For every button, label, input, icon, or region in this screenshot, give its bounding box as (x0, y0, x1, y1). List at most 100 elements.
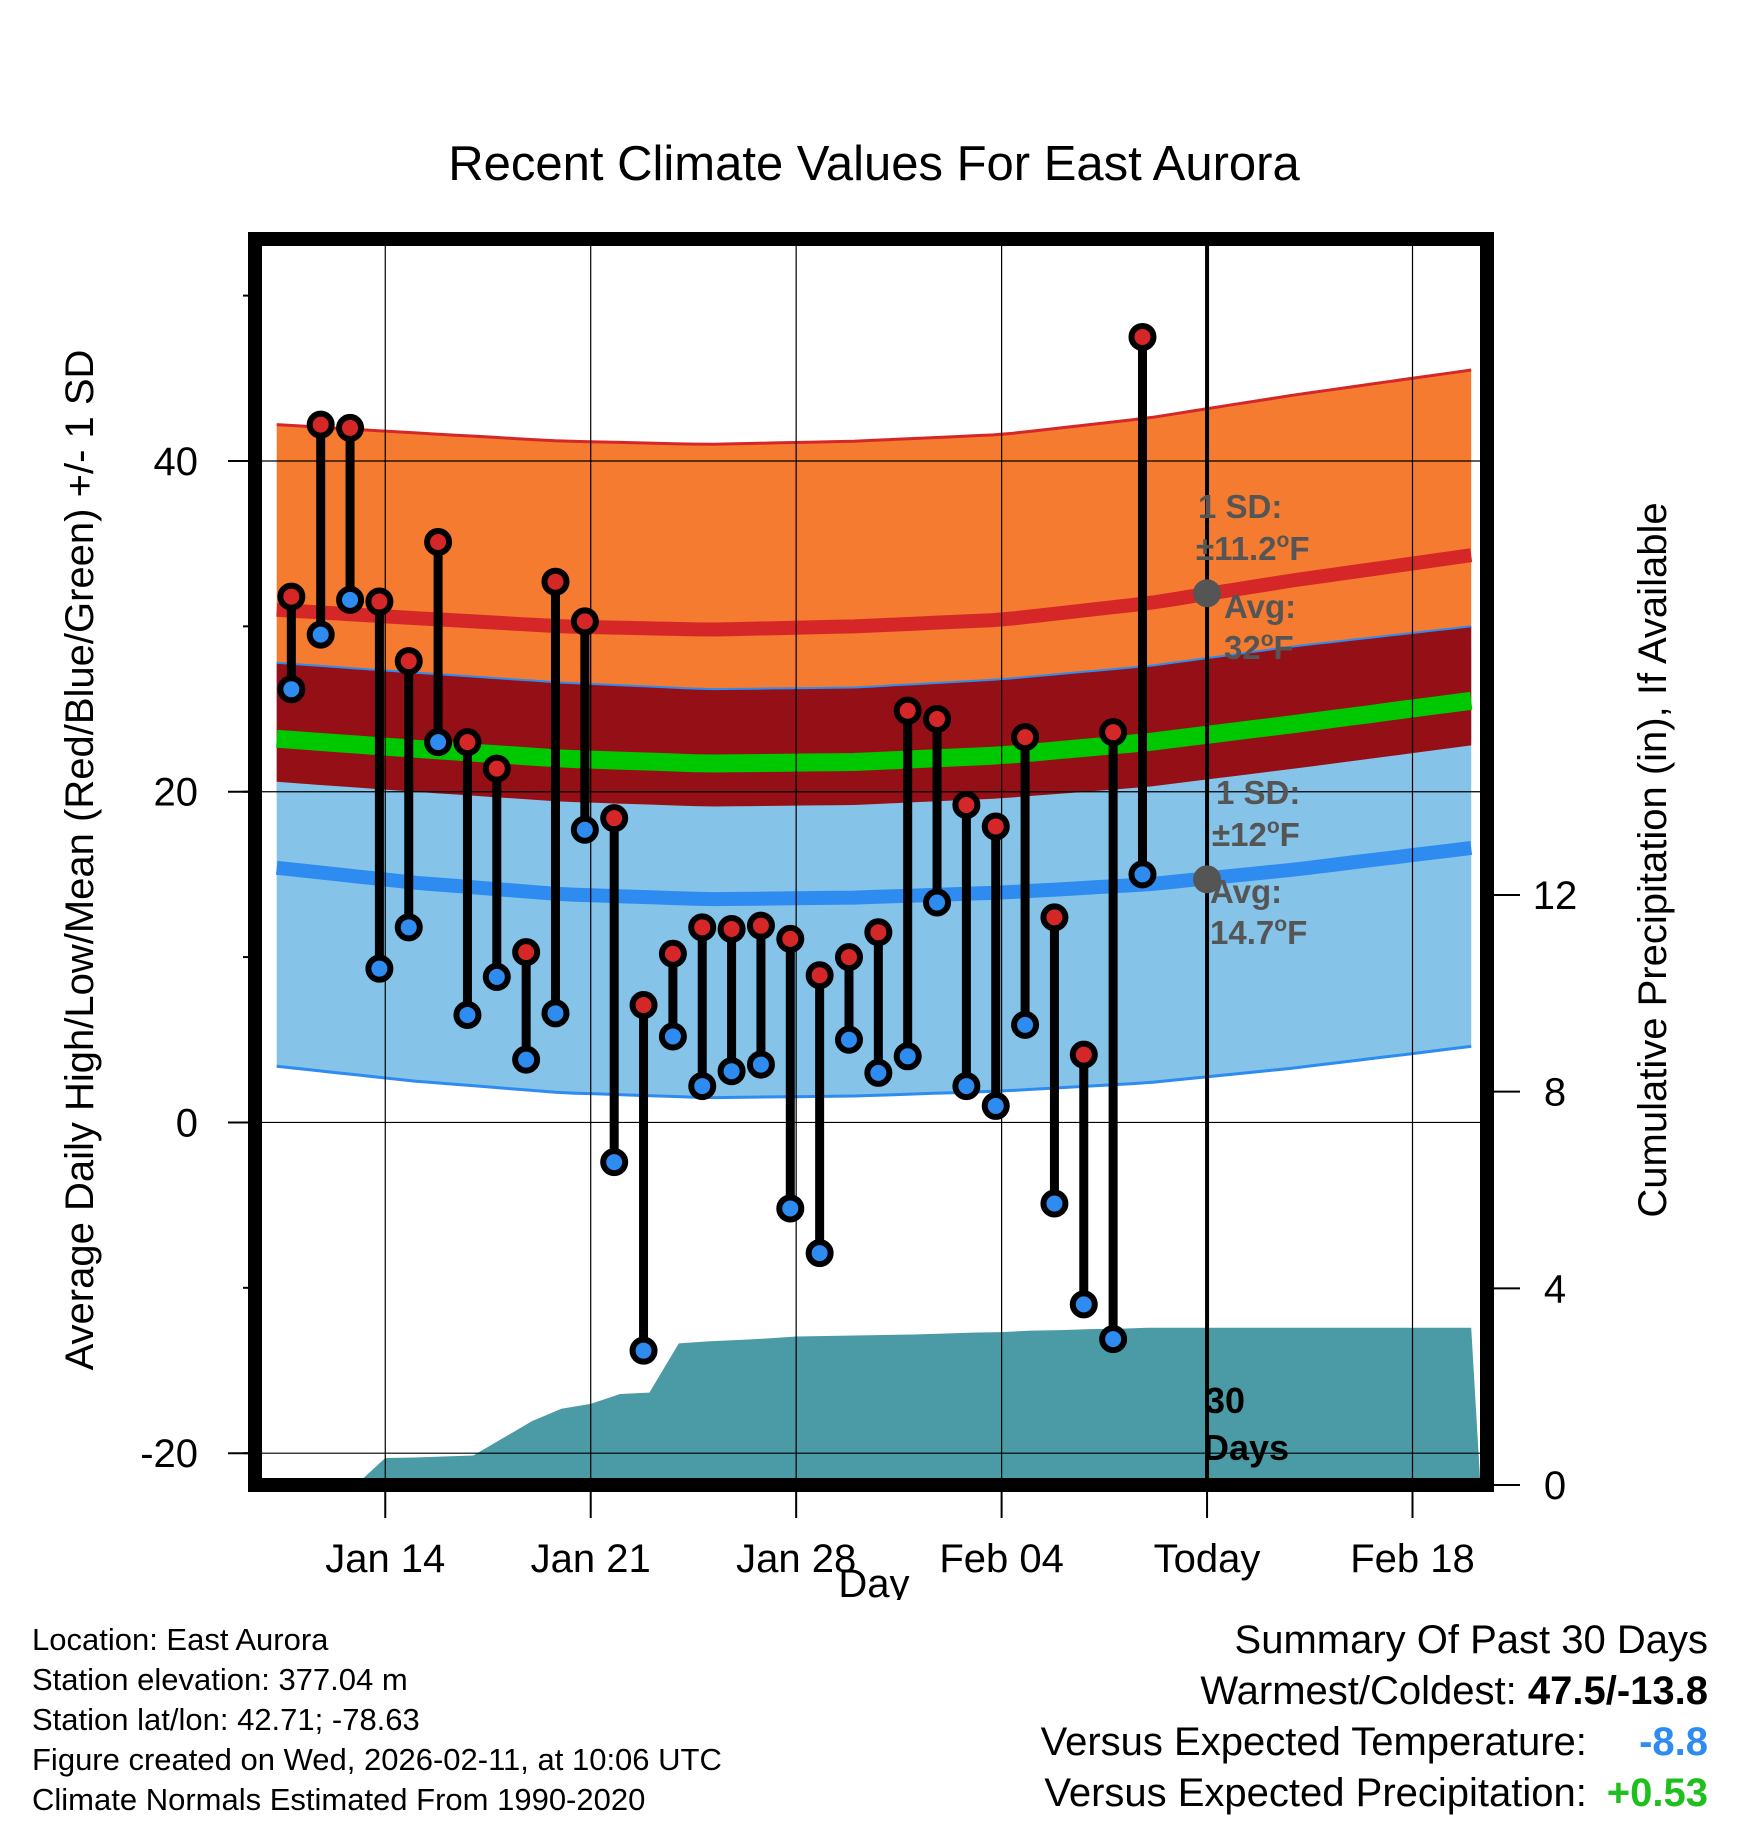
daily-low-point (306, 620, 335, 649)
warmest-value: 47.5/-13.8 (1527, 1669, 1708, 1713)
y-tick-label-right: 4 (1544, 1267, 1566, 1311)
low-sd-label: 1 SD: (1216, 774, 1300, 811)
high-avg-label: Avg: (1224, 588, 1296, 625)
daily-high-point (981, 812, 1010, 841)
daily-high-point (277, 582, 306, 611)
daily-low-point (776, 1194, 805, 1223)
daily-low-point (1069, 1290, 1098, 1319)
y-tick-label-left: -20 (140, 1432, 198, 1476)
elevation-text: Station elevation: 377.04 m (32, 1662, 408, 1697)
daily-low-point (394, 913, 423, 942)
y-tick-label-left: 40 (154, 440, 199, 484)
daily-low-point (923, 888, 952, 917)
daily-high-point (688, 913, 717, 942)
high-avg-value: 32oF (1224, 628, 1294, 666)
daily-high-point (1069, 1040, 1098, 1069)
daily-low-point (1099, 1325, 1128, 1354)
location-text: Location: East Aurora (32, 1622, 329, 1657)
daily-high-point (306, 410, 335, 439)
daily-high-point (453, 728, 482, 757)
created-text: Figure created on Wed, 2026-02-11, at 10… (32, 1742, 722, 1777)
climate-chart: Recent Climate Values For East Aurora 1 … (58, 137, 1675, 1600)
low-avg-value: 14.7oF (1210, 913, 1307, 951)
daily-high-point (893, 696, 922, 725)
daily-high-point (923, 704, 952, 733)
days-count-label: 30 (1205, 1380, 1245, 1421)
high-sd-value: ±11.2oF (1196, 529, 1310, 567)
cumulative-precip-area (355, 1327, 1480, 1478)
daily-low-point (805, 1239, 834, 1268)
precip-label: Versus Expected Precipitation: (1044, 1771, 1587, 1815)
daily-low-point (541, 999, 570, 1028)
precip-value: +0.53 (1606, 1771, 1708, 1815)
daily-high-point (424, 528, 453, 557)
x-tick-label: Jan 14 (325, 1537, 445, 1581)
daily-high-point (1128, 322, 1157, 351)
high-sd-upper-edge (276, 368, 1472, 446)
mean-band-upper-edge (276, 625, 1472, 691)
daily-low-point (893, 1042, 922, 1071)
daily-high-point (1099, 718, 1128, 747)
x-tick-label: Feb 04 (939, 1537, 1064, 1581)
x-tick-label: Jan 21 (531, 1537, 651, 1581)
warmest-label: Warmest/Coldest: (1200, 1669, 1517, 1713)
avg-low-marker (1193, 865, 1222, 894)
x-tick-label: Jan 28 (736, 1537, 856, 1581)
plot-frame (248, 232, 1494, 1492)
low-avg-label: Avg: (1210, 873, 1282, 910)
daily-low-point (424, 728, 453, 757)
summary-warmest-row: Warmest/Coldest: 47.5/-13.8 (1041, 1666, 1708, 1717)
daily-high-point (570, 607, 599, 636)
daily-high-point (717, 914, 746, 943)
daily-high-point (482, 754, 511, 783)
y-tick-label-right: 12 (1533, 874, 1578, 918)
daily-low-point (512, 1045, 541, 1074)
daily-low-point (658, 1022, 687, 1051)
summary-precip-row: Versus Expected Precipitation: +0.53 (1041, 1768, 1708, 1819)
daily-high-point (541, 567, 570, 596)
daily-high-point (1011, 723, 1040, 752)
low-sd-value: ±12oF (1212, 815, 1300, 853)
high-sd-label: 1 SD: (1198, 488, 1282, 525)
daily-low-point (453, 1000, 482, 1029)
daily-high-point (512, 938, 541, 967)
y-tick-label-left: 0 (176, 1101, 198, 1145)
y-axis-label-right: Cumulative Precipitation (in), If Availa… (1631, 502, 1675, 1217)
temp-value: -8.8 (1639, 1720, 1708, 1764)
daily-low-point (834, 1025, 863, 1054)
daily-low-point (482, 962, 511, 991)
summary-title: Summary Of Past 30 Days (1234, 1618, 1708, 1662)
summary-panel: Summary Of Past 30 Days Warmest/Coldest:… (1041, 1615, 1708, 1819)
days-word-label: Days (1203, 1427, 1289, 1468)
x-axis-label: Day (838, 1562, 909, 1600)
normals-text: Climate Normals Estimated From 1990-2020 (32, 1782, 646, 1817)
daily-high-point (394, 647, 423, 676)
daily-low-point (864, 1058, 893, 1087)
daily-low-point (600, 1148, 629, 1177)
daily-high-point (805, 961, 834, 990)
y-tick-label-right: 0 (1544, 1464, 1566, 1508)
low-sd-lower-edge (276, 1044, 1472, 1100)
daily-high-point (336, 413, 365, 442)
normal-low-line (275, 840, 1473, 907)
daily-high-point (834, 943, 863, 972)
daily-high-point (629, 991, 658, 1020)
daily-low-point (336, 585, 365, 614)
temp-label: Versus Expected Temperature: (1040, 1720, 1587, 1764)
daily-high-point (776, 924, 805, 953)
daily-low-point (688, 1072, 717, 1101)
chart-title: Recent Climate Values For East Aurora (448, 137, 1300, 191)
daily-high-point (1040, 903, 1069, 932)
latlon-text: Station lat/lon: 42.71; -78.63 (32, 1702, 420, 1737)
avg-high-marker (1193, 579, 1222, 608)
daily-low-point (981, 1091, 1010, 1120)
daily-low-point (1040, 1189, 1069, 1218)
daily-low-point (1011, 1010, 1040, 1039)
daily-low-point (717, 1057, 746, 1086)
daily-high-point (600, 804, 629, 833)
daily-high-point (658, 939, 687, 968)
daily-low-point (952, 1072, 981, 1101)
daily-high-point (952, 790, 981, 819)
daily-high-point (864, 918, 893, 947)
